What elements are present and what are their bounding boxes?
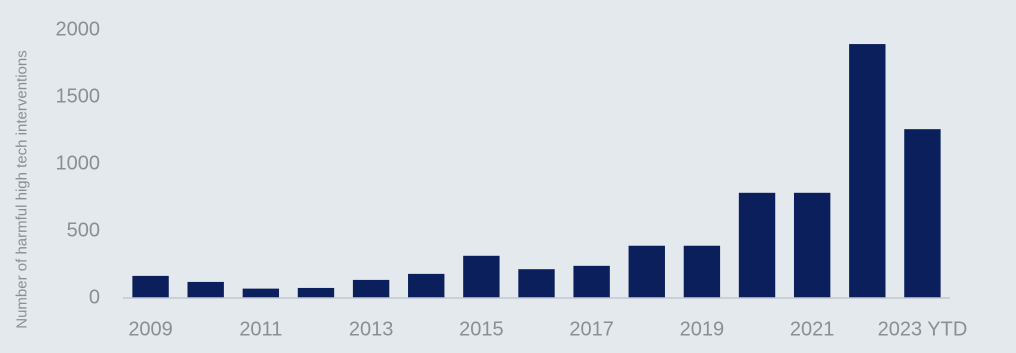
x-tick-label: 2019 xyxy=(680,318,725,340)
y-tick-label: 1000 xyxy=(56,152,101,174)
x-tick-label: 2009 xyxy=(128,318,173,340)
bar xyxy=(628,245,665,298)
y-axis-label: Number of harmful high tech intervention… xyxy=(13,50,31,329)
bar xyxy=(352,279,390,298)
x-tick-label: 2023 YTD xyxy=(878,318,968,340)
bar xyxy=(187,281,224,298)
x-tick-label: 2017 xyxy=(569,318,614,340)
bar xyxy=(793,192,831,298)
bar xyxy=(683,245,721,298)
x-tick-label: 2013 xyxy=(349,318,394,340)
bar xyxy=(132,275,169,298)
bar xyxy=(904,129,941,298)
x-tick-label: 2015 xyxy=(459,318,504,340)
bar xyxy=(849,44,886,298)
y-tick-label: 500 xyxy=(67,219,100,241)
y-tick-label: 0 xyxy=(89,286,100,308)
y-tick-label: 2000 xyxy=(56,18,101,40)
x-tick-label: 2011 xyxy=(239,318,282,340)
bar xyxy=(518,269,555,298)
bar xyxy=(408,273,445,298)
bar xyxy=(297,287,335,298)
bar xyxy=(242,288,280,298)
x-tick-label: 2021 xyxy=(790,318,835,340)
bar xyxy=(463,255,500,298)
y-tick-label: 1500 xyxy=(56,85,101,107)
bar xyxy=(738,192,776,298)
bar xyxy=(573,265,610,298)
